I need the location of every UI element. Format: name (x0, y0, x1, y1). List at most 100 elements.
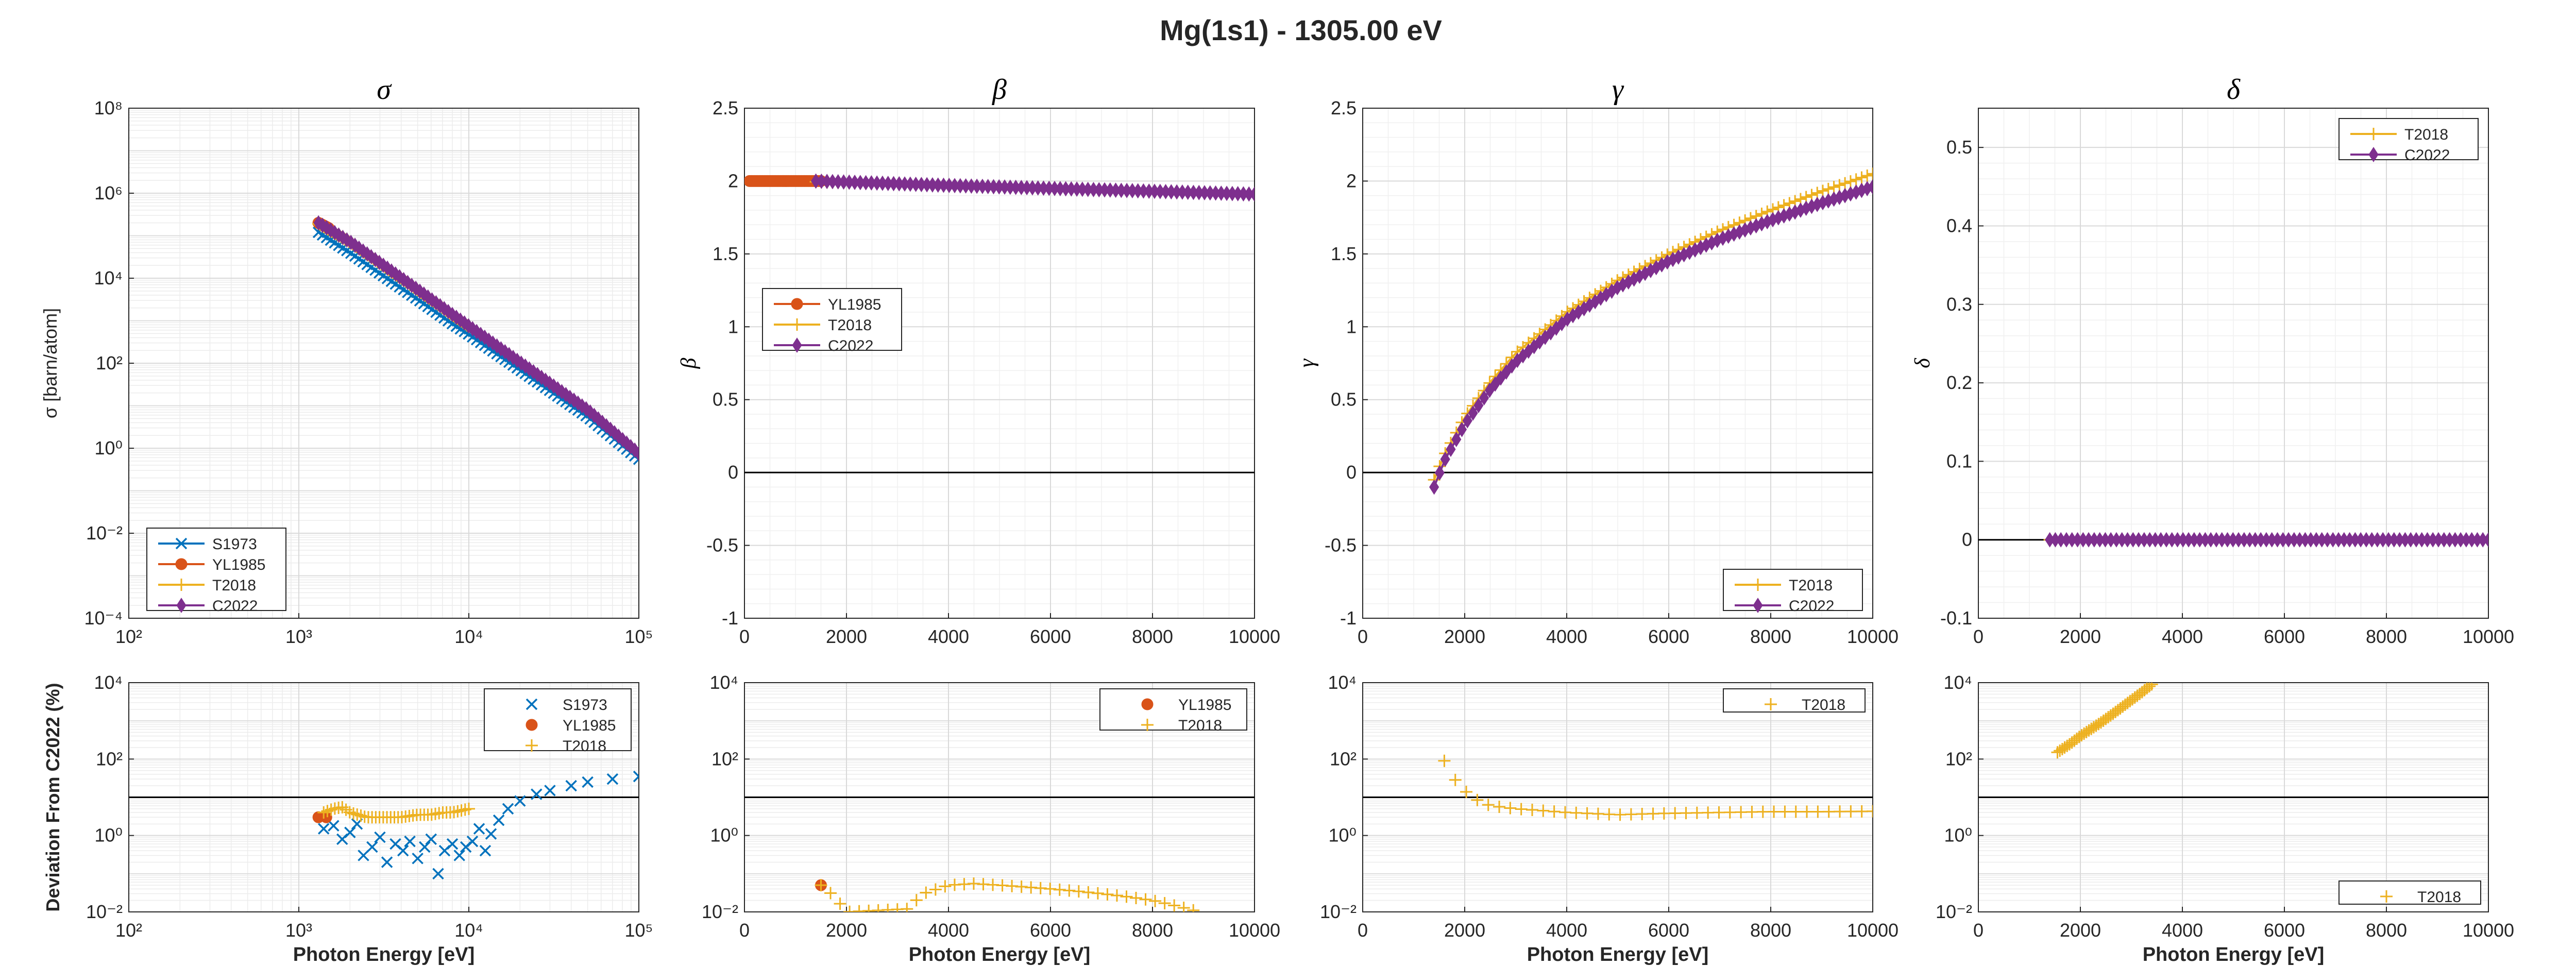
x-tick-label: 10² (115, 626, 142, 647)
x-tick-label: 10000 (2463, 920, 2514, 941)
data-point (1745, 806, 1758, 819)
x-tick-label: 6000 (2264, 626, 2305, 647)
data-point (1768, 805, 1781, 818)
y-tick-label: 0.5 (713, 389, 738, 410)
x-tick-label: 2000 (826, 920, 867, 941)
data-point (634, 446, 639, 462)
x-tick-label: 10⁵ (625, 626, 653, 647)
y-tick-label: 10⁰ (1944, 825, 1972, 846)
data-point (1636, 808, 1649, 821)
y-tick-label: 10⁴ (94, 672, 123, 693)
legend-marker (175, 558, 188, 570)
y-tick-label: 0 (1962, 529, 1972, 550)
legend-delta: T2018 C2022 (2338, 118, 2479, 164)
y-tick-label: 1 (728, 316, 738, 337)
data-point (582, 776, 594, 788)
data-point (1570, 806, 1583, 819)
data-point (1440, 451, 1450, 467)
panel-title: δ (2227, 74, 2241, 106)
data-point (1072, 885, 1085, 898)
x-tick-label: 0 (1358, 920, 1368, 941)
data-point (1101, 888, 1114, 901)
x-tick-label: 10³ (285, 920, 312, 941)
legend-marker (1141, 698, 1154, 710)
x-tick-label: 10000 (1229, 626, 1280, 647)
y-tick-label: 10⁻⁴ (84, 607, 123, 629)
legend-marker (176, 598, 187, 613)
data-point (1168, 899, 1181, 912)
x-tick-label: 4000 (1546, 626, 1587, 647)
panel-dev_delta: 0 2000 4000 6000 8000 10000 10⁻² 10⁰ 10² 10⁴ Photo… (1936, 672, 2514, 965)
x-axis-label: Photon Energy [eV] (1527, 944, 1709, 965)
data-point (1603, 808, 1616, 821)
data-point (1149, 894, 1162, 907)
data-point (1624, 808, 1637, 821)
x-tick-label: 0 (1973, 626, 1984, 647)
x-tick-label: 4000 (2162, 626, 2203, 647)
data-point (366, 841, 378, 853)
x-tick-label: 6000 (1030, 626, 1071, 647)
x-tick-label: 8000 (1750, 626, 1791, 647)
data-point (1844, 175, 1857, 188)
legend-box (1099, 688, 1247, 731)
y-tick-label: 2 (1346, 170, 1357, 191)
data-point (397, 844, 409, 857)
series-t2018 (1438, 754, 1873, 821)
data-gamma (1428, 167, 1873, 495)
legend-marker (175, 579, 188, 591)
data-point (1614, 808, 1626, 821)
data-point (1827, 181, 1840, 194)
data-point (1158, 897, 1171, 910)
data-point (1473, 398, 1484, 413)
legend-marker (1141, 719, 1154, 731)
data-point (466, 835, 479, 848)
data-point (493, 814, 505, 826)
x-tick-label: 6000 (2264, 920, 2305, 941)
x-tick-label: 8000 (1132, 920, 1173, 941)
data-point (1091, 887, 1104, 900)
data-point (1789, 805, 1802, 818)
data-point (1811, 805, 1824, 818)
x-axis-label: Photon Energy [eV] (2143, 944, 2325, 965)
data-point (412, 853, 423, 865)
data-point (1493, 801, 1506, 814)
x-tick-label: 0 (1973, 920, 1984, 941)
legend-label: T2018 (212, 577, 256, 594)
panel-beta: 0 2000 4000 6000 8000 10000 -1 -0.5 0 0.5 1 1.5 2 2.5… (677, 74, 1280, 647)
data-point (453, 850, 465, 861)
panel-title: σ (377, 74, 392, 106)
data-point (815, 879, 827, 892)
y-tick-label: 1.5 (713, 243, 738, 264)
x-tick-label: 2000 (826, 626, 867, 647)
x-tick-label: 0 (739, 920, 750, 941)
y-tick-label: 10⁰ (95, 437, 123, 459)
data-beta (744, 173, 1255, 202)
data-point (320, 811, 332, 823)
series-t2018 (2051, 683, 2158, 759)
data-dev_gamma (1438, 754, 1873, 821)
data-point (473, 823, 485, 835)
data-point (1690, 806, 1703, 819)
x-tick-label: 4000 (2162, 920, 2203, 941)
figure-title: Mg(1s1) - 1305.00 eV (1160, 14, 1442, 46)
axes-box-delta (1978, 108, 2489, 619)
data-point (1844, 805, 1857, 818)
data-point (834, 897, 846, 910)
legend-label: T2018 (563, 738, 606, 755)
x-tick-label: 6000 (1648, 626, 1689, 647)
data-point (929, 883, 942, 896)
y-tick-label: 1 (1346, 316, 1357, 337)
data-point (1591, 807, 1604, 820)
data-dev_beta (815, 877, 1200, 912)
x-tick-label: 6000 (1030, 920, 1071, 941)
panel-sigma: 10² 10³ 10⁴ 10⁵ 10⁻⁴ 10⁻² 10⁰ 10² 10⁴ 10⁶ 10⁸ σ σ [b… (40, 74, 653, 647)
legend-marker (2380, 890, 2393, 903)
data-point (1680, 807, 1692, 820)
panel-dev_beta: 0 2000 4000 6000 8000 10000 10⁻² 10⁰ 10² 10⁴ Photo… (702, 672, 1280, 965)
data-point (939, 880, 952, 893)
y-axis-label: σ [barn/atom] (40, 308, 61, 418)
y-tick-label: 10² (96, 748, 123, 769)
legend-dev_beta: YL1985 T2018 (1099, 688, 1247, 734)
data-point (502, 803, 514, 815)
data-sigma (312, 215, 639, 465)
